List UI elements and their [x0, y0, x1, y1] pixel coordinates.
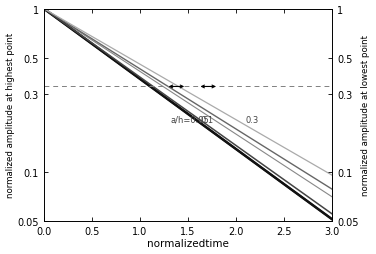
- Text: 0.1: 0.1: [200, 115, 214, 124]
- Text: a/h=0.05: a/h=0.05: [171, 115, 209, 124]
- Y-axis label: normalized amplitude at lowest point: normalized amplitude at lowest point: [361, 35, 370, 195]
- Text: 0.3: 0.3: [246, 115, 259, 124]
- X-axis label: normalizedtime: normalizedtime: [147, 239, 229, 248]
- Y-axis label: normalized amplitude at highest point: normalized amplitude at highest point: [6, 33, 15, 198]
